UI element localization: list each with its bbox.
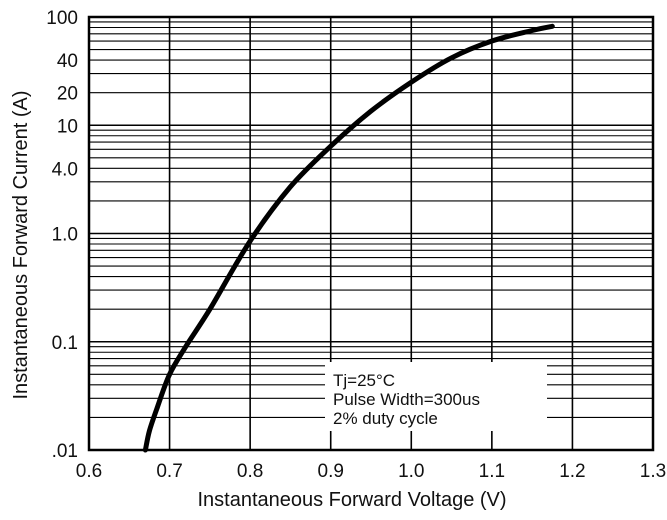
y-tick-label-1: 0.1 xyxy=(52,333,78,354)
x-tick-label-7: 1.3 xyxy=(640,461,666,482)
annotation-pulse-width: Pulse Width=300us xyxy=(333,390,480,409)
annotation-box: Tj=25°C Pulse Width=300us 2% duty cycle xyxy=(325,362,547,431)
y-tick-label-5: 20 xyxy=(57,84,78,105)
x-tick-label-1: 0.7 xyxy=(156,461,182,482)
x-tick-label-6: 1.2 xyxy=(559,461,585,482)
y-tick-label-4: 10 xyxy=(57,116,78,137)
grid-lines xyxy=(89,17,653,450)
x-tick-label-5: 1.1 xyxy=(479,461,505,482)
y-tick-label-6: 40 xyxy=(57,51,78,72)
annotation-background xyxy=(325,362,547,431)
x-tick-label-2: 0.8 xyxy=(237,461,263,482)
y-tick-label-0: .01 xyxy=(52,441,78,462)
x-tick-label-3: 0.9 xyxy=(318,461,344,482)
tick-labels: 0.6 0.7 0.8 0.9 1.0 1.1 1.2 1.3 .01 0.1 1.0 4.0 10 20… xyxy=(46,8,666,482)
y-tick-label-3: 4.0 xyxy=(52,159,78,180)
x-tick-label-0: 0.6 xyxy=(76,461,102,482)
annotation-duty-cycle: 2% duty cycle xyxy=(333,409,438,428)
series-line-0 xyxy=(142,23,555,453)
plot-frame xyxy=(87,15,655,452)
y-tick-label-7: 100 xyxy=(46,8,78,29)
annotation-temperature: Tj=25°C xyxy=(333,371,395,390)
y-tick-label-2: 1.0 xyxy=(52,225,78,246)
y-axis-title: Instantaneous Forward Current (A) xyxy=(10,90,32,399)
x-axis-title: Instantaneous Forward Voltage (V) xyxy=(197,489,506,511)
series-layer xyxy=(142,23,555,453)
x-tick-label-4: 1.0 xyxy=(398,461,424,482)
